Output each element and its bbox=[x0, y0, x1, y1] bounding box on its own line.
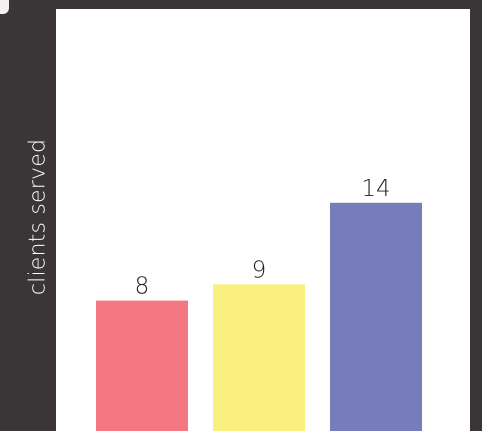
bar-value-label-1: 8 bbox=[135, 274, 150, 300]
bar-value-label-2: 9 bbox=[252, 257, 267, 283]
corner-decoration bbox=[0, 0, 9, 14]
bar-value-label-3: 14 bbox=[361, 176, 390, 202]
bar-1 bbox=[96, 300, 188, 431]
bar-2 bbox=[213, 284, 305, 431]
bar-3 bbox=[330, 202, 422, 431]
